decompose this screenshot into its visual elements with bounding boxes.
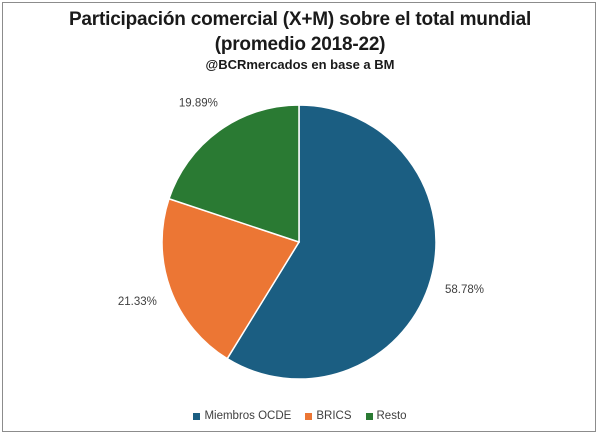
legend-swatch-brics bbox=[305, 412, 313, 420]
pie-slice-brics bbox=[161, 197, 301, 360]
pie-slice-miembros-ocde bbox=[226, 104, 437, 380]
chart-legend: Miembros OCDE BRICS Resto bbox=[0, 410, 600, 422]
legend-label-miembros-ocde: Miembros OCDE bbox=[204, 410, 292, 422]
legend-label-resto: Resto bbox=[376, 410, 407, 422]
legend-swatch-miembros-ocde bbox=[193, 412, 201, 420]
chart-title-line-1: Participación comercial (X+M) sobre el t… bbox=[68, 9, 532, 30]
legend-item-miembros-ocde: Miembros OCDE bbox=[193, 410, 291, 422]
chart-title-line-2: (promedio 2018-22) bbox=[214, 34, 386, 55]
data-label-resto: 19.89% bbox=[179, 98, 218, 110]
data-label-brics: 21.33% bbox=[118, 296, 157, 308]
legend-item-brics: BRICS bbox=[305, 410, 352, 422]
pie-slice-resto bbox=[168, 104, 300, 244]
legend-label-brics: BRICS bbox=[316, 410, 352, 422]
data-label-miembros-ocde: 58.78% bbox=[445, 284, 484, 296]
chart-subtitle: @BCRmercados en base a BM bbox=[205, 57, 395, 72]
legend-swatch-resto bbox=[365, 412, 373, 420]
legend-item-resto: Resto bbox=[365, 410, 407, 422]
